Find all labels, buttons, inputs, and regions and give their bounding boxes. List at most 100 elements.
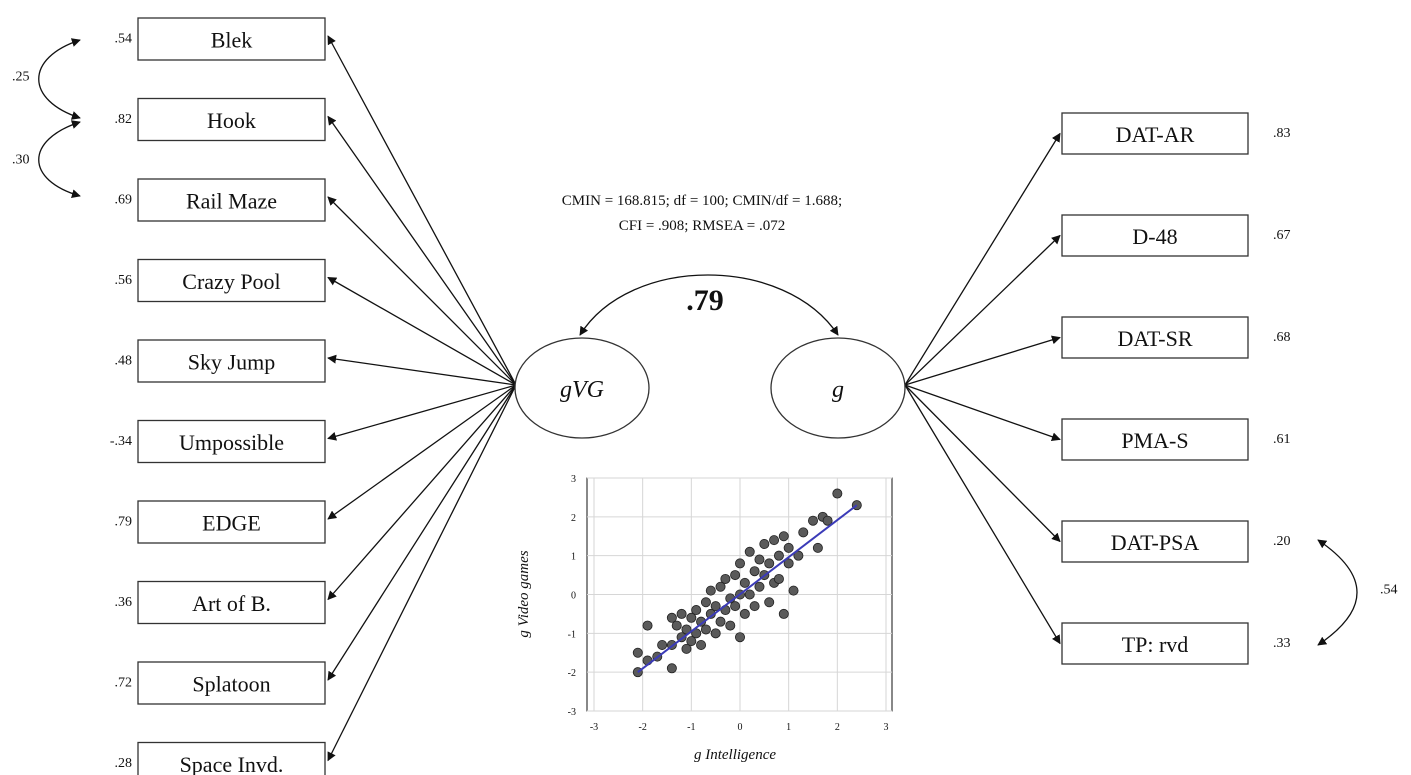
residual-datpsa-tprvd: .54 xyxy=(1380,583,1398,598)
loading-crazy-pool: .56 xyxy=(115,273,133,288)
data-point xyxy=(832,488,843,499)
data-point xyxy=(764,597,775,608)
latent-correlation-value: .79 xyxy=(686,284,724,317)
x-tick-label: -3 xyxy=(590,722,598,733)
indicator-box-pma-s: PMA-S xyxy=(1061,418,1249,461)
indicator-box-crazy-pool: Crazy Pool xyxy=(137,258,326,303)
path-gvg-splatoon xyxy=(327,384,517,681)
indicator-box-umpossible: Umpossible xyxy=(137,419,326,464)
loading-art-of-b: .36 xyxy=(115,595,133,610)
data-point xyxy=(657,639,668,650)
path-gvg-art-of-b xyxy=(327,384,517,601)
fit-line xyxy=(637,504,858,673)
latent-g: g xyxy=(770,337,906,439)
indicator-label-d-48: D-48 xyxy=(1132,224,1177,249)
path-g-d-48 xyxy=(904,234,1061,386)
data-point xyxy=(735,558,746,569)
loading-tp-rvd: .33 xyxy=(1273,636,1291,651)
data-point xyxy=(700,624,711,635)
y-tick-label: -1 xyxy=(568,629,576,640)
indicator-box-blek: Blek xyxy=(137,17,326,61)
data-point xyxy=(778,608,789,619)
path-gvg-sky-jump xyxy=(327,354,517,386)
latent-g-label: g xyxy=(832,377,844,403)
data-point xyxy=(686,612,697,623)
data-point xyxy=(730,570,741,581)
indicator-label-tp-rvd: TP: rvd xyxy=(1122,632,1189,657)
indicator-box-dat-psa: DAT-PSA xyxy=(1061,520,1249,563)
indicator-label-dat-ar: DAT-AR xyxy=(1116,122,1195,147)
loading-dat-psa: .20 xyxy=(1273,534,1291,549)
path-gvg-rail-maze xyxy=(327,196,517,386)
loading-dat-sr: .68 xyxy=(1273,330,1291,345)
indicator-box-sky-jump: Sky Jump xyxy=(137,339,326,383)
path-g-dat-ar xyxy=(904,132,1061,386)
loading-edge: .79 xyxy=(115,515,133,530)
residual-hook-railmaze: .30 xyxy=(12,153,30,168)
indicator-box-space-invd: Space Invd. xyxy=(137,741,326,775)
data-point xyxy=(725,620,736,631)
data-point xyxy=(783,558,794,569)
data-point xyxy=(671,620,682,631)
data-point xyxy=(710,628,721,639)
data-point xyxy=(681,643,692,654)
data-point xyxy=(715,616,726,627)
residual-curve-blek-hook xyxy=(38,38,81,120)
data-point xyxy=(676,608,687,619)
residual-curve-datpsa-tprvd xyxy=(1317,539,1358,646)
data-point xyxy=(769,535,780,546)
fit-stats-line2: CFI = .908; RMSEA = .072 xyxy=(619,218,786,234)
x-tick-label: 2 xyxy=(835,722,840,733)
path-gvg-umpossible xyxy=(327,384,517,441)
data-point xyxy=(710,601,721,612)
data-point xyxy=(744,589,755,600)
data-point xyxy=(735,632,746,643)
data-point xyxy=(705,585,716,596)
indicator-label-crazy-pool: Crazy Pool xyxy=(182,269,280,294)
data-point xyxy=(730,601,741,612)
x-tick-label: 1 xyxy=(786,722,791,733)
y-tick-label: 0 xyxy=(571,591,576,602)
x-tick-label: -1 xyxy=(687,722,695,733)
indicator-box-dat-ar: DAT-AR xyxy=(1061,112,1249,155)
data-point xyxy=(700,597,711,608)
loading-hook: .82 xyxy=(115,112,133,127)
data-point xyxy=(749,601,760,612)
y-tick-label: 3 xyxy=(571,474,576,485)
data-point xyxy=(754,581,765,592)
latent-correlation-arc xyxy=(579,274,839,336)
indicator-label-dat-sr: DAT-SR xyxy=(1118,326,1193,351)
indicator-label-rail-maze: Rail Maze xyxy=(186,189,277,214)
indicator-label-splatoon: Splatoon xyxy=(192,672,270,697)
indicator-label-hook: Hook xyxy=(207,108,256,133)
loading-pma-s: .61 xyxy=(1273,432,1291,447)
data-point xyxy=(691,605,702,616)
data-point xyxy=(798,527,809,538)
data-point xyxy=(686,636,697,647)
data-point xyxy=(744,546,755,557)
data-point xyxy=(696,639,707,650)
loading-blek: .54 xyxy=(115,32,133,47)
data-point xyxy=(715,581,726,592)
path-g-pma-s xyxy=(904,384,1061,442)
data-point xyxy=(812,542,823,553)
right-indicator-group: DAT-AR .83 D-48 .67 DAT-SR .68 PMA-S .61 DAT-PSA… xyxy=(1061,112,1291,665)
data-point xyxy=(754,554,765,565)
indicator-label-dat-psa: DAT-PSA xyxy=(1111,530,1200,555)
path-gvg-hook xyxy=(327,115,517,386)
data-point xyxy=(793,550,804,561)
indicator-box-dat-sr: DAT-SR xyxy=(1061,316,1249,359)
indicator-box-tp-rvd: TP: rvd xyxy=(1061,622,1249,665)
factor-loading-paths xyxy=(327,35,1061,762)
indicator-box-art-of-b: Art of B. xyxy=(137,580,326,625)
path-gvg-space-invd xyxy=(327,384,517,762)
latent-gvg: gVG xyxy=(514,337,650,439)
loading-splatoon: .72 xyxy=(115,676,133,691)
left-indicator-group: Blek .54 Hook .82 Rail Maze .69 Crazy Pool .56 S… xyxy=(110,17,326,775)
indicator-label-edge: EDGE xyxy=(202,511,261,536)
loading-space-invd: .28 xyxy=(115,756,133,771)
data-point xyxy=(764,558,775,569)
indicator-label-blek: Blek xyxy=(211,28,253,53)
x-tick-label: 3 xyxy=(884,722,889,733)
x-tick-label: -2 xyxy=(638,722,646,733)
